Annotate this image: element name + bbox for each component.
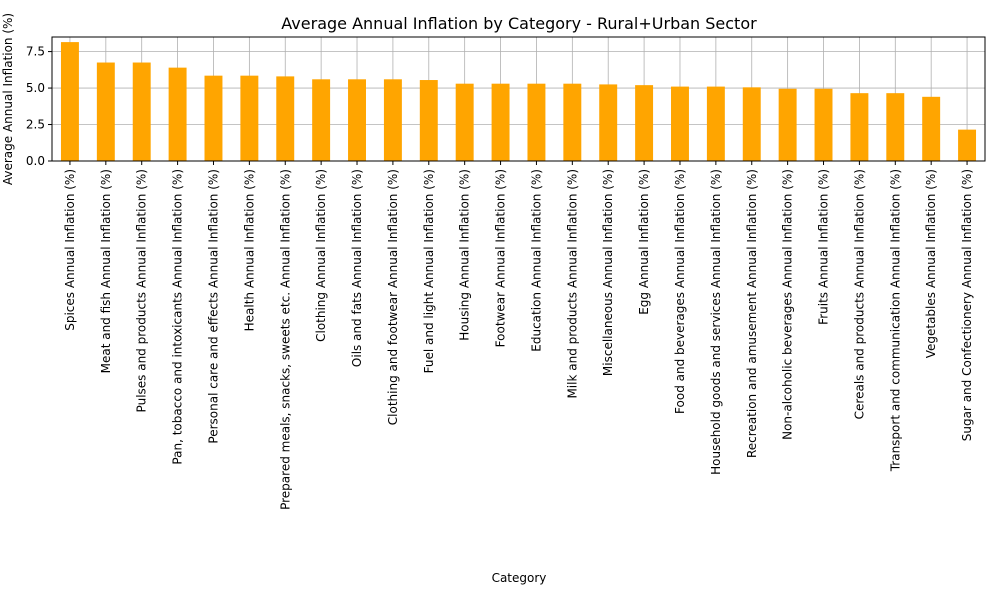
plot-frame bbox=[51, 36, 986, 162]
bar bbox=[348, 79, 366, 161]
y-tick-label: 0.0 bbox=[26, 154, 45, 168]
x-tick-label: Non-alcoholic beverages Annual Inflation… bbox=[781, 169, 795, 440]
bar bbox=[814, 88, 833, 161]
bar bbox=[60, 42, 79, 161]
bar bbox=[240, 75, 259, 161]
y-tick-label: 5.0 bbox=[26, 81, 45, 95]
bar bbox=[455, 83, 474, 161]
x-tick-label: Vegetables Annual Inflation (%) bbox=[924, 169, 938, 358]
y-axis-ticks: 0.0 2.5 5.0 7.5 bbox=[26, 45, 52, 168]
bars bbox=[60, 42, 977, 161]
bar bbox=[563, 83, 582, 161]
x-tick-label: Transport and communication Annual Infla… bbox=[888, 169, 902, 472]
bar bbox=[778, 88, 797, 161]
x-tick-label: Footwear Annual Inflation (%) bbox=[494, 169, 508, 347]
bar bbox=[527, 83, 546, 161]
bar bbox=[850, 93, 869, 161]
x-tick-label: Spices Annual Inflation (%) bbox=[63, 169, 77, 331]
bar bbox=[312, 79, 331, 161]
x-tick-label: Household goods and services Annual Infl… bbox=[709, 169, 723, 475]
bar bbox=[132, 62, 151, 161]
x-tick-label: Milk and products Annual Inflation (%) bbox=[565, 169, 579, 399]
bar bbox=[671, 86, 689, 161]
bar bbox=[491, 83, 510, 161]
x-tick-label: Education Annual Inflation (%) bbox=[529, 169, 543, 352]
chart-title: Average Annual Inflation by Category - R… bbox=[281, 14, 757, 33]
x-tick-label: Pulses and products Annual Inflation (%) bbox=[135, 169, 149, 412]
x-tick-label: Cereals and products Annual Inflation (%… bbox=[852, 169, 866, 419]
bar bbox=[958, 129, 977, 161]
x-tick-label: Miscellaneous Annual Inflation (%) bbox=[601, 169, 615, 376]
x-tick-label: Fuel and light Annual Inflation (%) bbox=[422, 169, 436, 373]
grid-lines bbox=[52, 37, 985, 162]
x-tick-label: Prepared meals, snacks, sweets etc. Annu… bbox=[278, 169, 292, 510]
x-tick-label: Clothing Annual Inflation (%) bbox=[314, 169, 328, 342]
x-tick-label: Oils and fats Annual Inflation (%) bbox=[350, 169, 364, 367]
x-tick-label: Personal care and effects Annual Inflati… bbox=[206, 169, 220, 444]
x-tick-label: Meat and fish Annual Inflation (%) bbox=[99, 169, 113, 373]
bar bbox=[635, 85, 654, 161]
x-tick-label: Fruits Annual Inflation (%) bbox=[817, 169, 831, 325]
bar bbox=[204, 75, 223, 161]
x-tick-label: Recreation and amusement Annual Inflatio… bbox=[745, 169, 759, 458]
bar bbox=[886, 93, 905, 161]
x-axis-label: Category bbox=[492, 571, 547, 585]
y-tick-label: 2.5 bbox=[26, 118, 45, 132]
bar bbox=[706, 86, 725, 161]
x-tick-label: Food and beverages Annual Inflation (%) bbox=[673, 169, 687, 414]
x-tick-label: Egg Annual Inflation (%) bbox=[637, 169, 651, 315]
x-tick-label: Pan, tobacco and intoxicants Annual Infl… bbox=[171, 169, 185, 465]
x-tick-label: Clothing and footwear Annual Inflation (… bbox=[386, 169, 400, 425]
x-axis-ticks: Spices Annual Inflation (%) Meat and fish… bbox=[63, 161, 974, 510]
bar bbox=[96, 62, 115, 161]
bar bbox=[383, 79, 402, 161]
bar bbox=[599, 84, 618, 161]
bar bbox=[419, 80, 438, 161]
x-tick-label: Sugar and Confectionery Annual Inflation… bbox=[960, 169, 974, 441]
y-axis-label: Average Annual Inflation (%) bbox=[1, 13, 15, 185]
x-tick-label: Housing Annual Inflation (%) bbox=[458, 169, 472, 341]
bar bbox=[276, 76, 295, 161]
bar bbox=[168, 67, 187, 161]
bar bbox=[922, 96, 941, 161]
x-tick-label: Health Annual Inflation (%) bbox=[242, 169, 256, 331]
y-tick-label: 7.5 bbox=[26, 45, 45, 59]
bar bbox=[742, 87, 761, 161]
